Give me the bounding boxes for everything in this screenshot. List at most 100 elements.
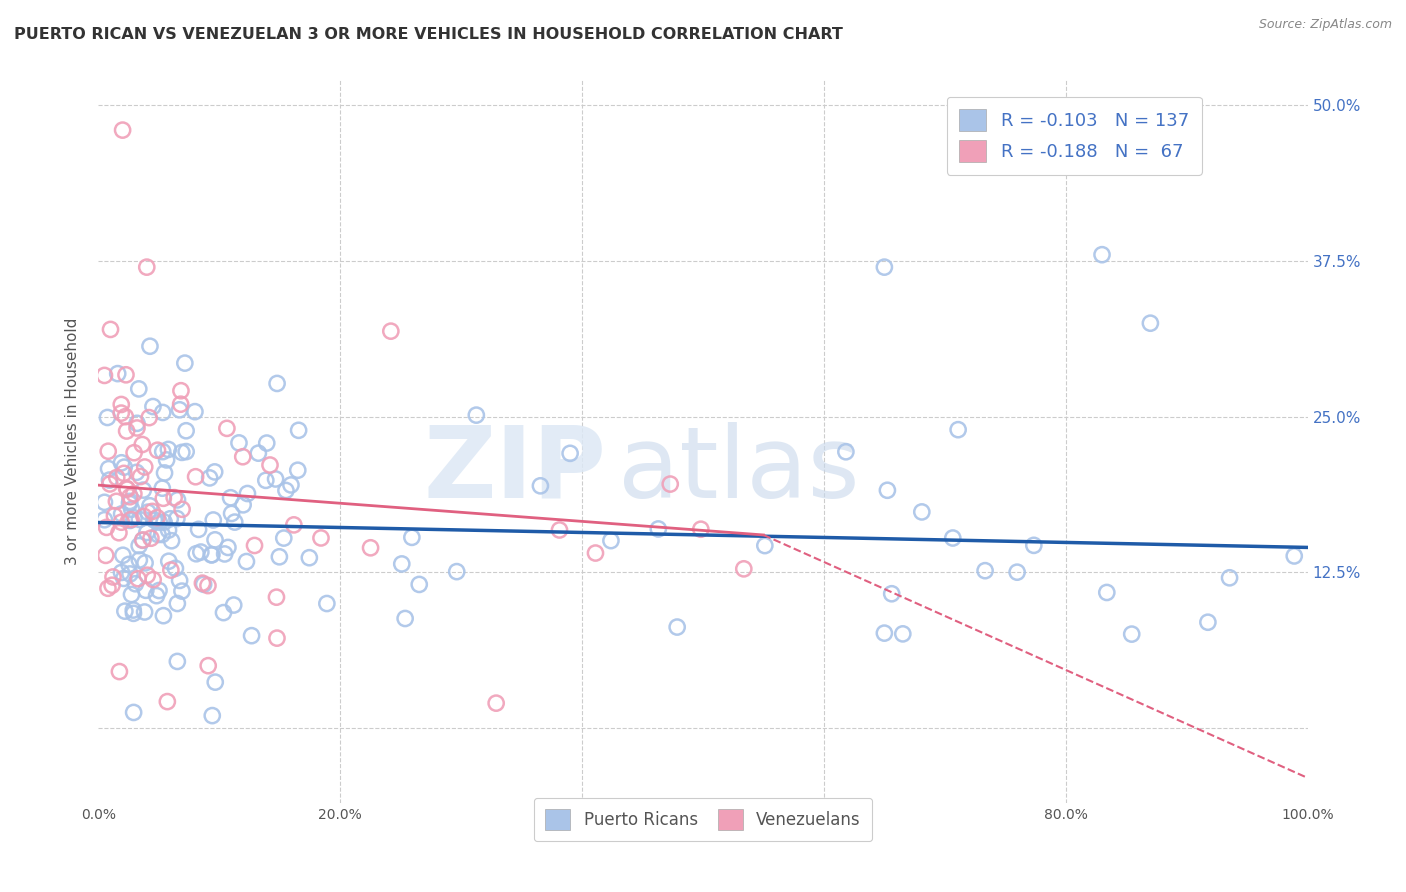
Y-axis label: 3 or more Vehicles in Household: 3 or more Vehicles in Household bbox=[65, 318, 80, 566]
Point bbox=[280, 478, 302, 492]
Point bbox=[105, 494, 128, 508]
Point bbox=[122, 603, 145, 617]
Point bbox=[529, 479, 551, 493]
Point bbox=[169, 574, 191, 588]
Point bbox=[122, 706, 145, 720]
Point bbox=[115, 424, 138, 438]
Legend: Puerto Ricans, Venezuelans: Puerto Ricans, Venezuelans bbox=[534, 797, 872, 841]
Point bbox=[1219, 571, 1241, 585]
Point bbox=[124, 576, 146, 591]
Point bbox=[136, 505, 159, 519]
Point bbox=[232, 450, 254, 464]
Point bbox=[118, 496, 141, 510]
Point bbox=[108, 525, 131, 540]
Point bbox=[146, 527, 169, 541]
Point bbox=[166, 597, 188, 611]
Point bbox=[115, 482, 138, 496]
Point bbox=[274, 483, 297, 498]
Point bbox=[184, 404, 207, 418]
Point bbox=[118, 566, 141, 581]
Point bbox=[600, 533, 623, 548]
Point bbox=[150, 527, 173, 541]
Point bbox=[166, 655, 188, 669]
Point bbox=[876, 483, 898, 498]
Text: atlas: atlas bbox=[619, 422, 860, 519]
Point bbox=[153, 466, 176, 480]
Point bbox=[465, 408, 488, 422]
Point bbox=[946, 423, 969, 437]
Point bbox=[132, 533, 155, 547]
Point bbox=[264, 472, 287, 486]
Point bbox=[103, 508, 125, 523]
Point bbox=[1121, 627, 1143, 641]
Point bbox=[107, 367, 129, 381]
Point bbox=[191, 576, 214, 591]
Point bbox=[93, 495, 115, 509]
Point bbox=[105, 470, 128, 484]
Point bbox=[122, 607, 145, 621]
Point bbox=[273, 531, 295, 545]
Point bbox=[110, 406, 132, 420]
Point bbox=[232, 498, 254, 512]
Point bbox=[157, 554, 180, 568]
Point bbox=[139, 499, 162, 513]
Point bbox=[283, 517, 305, 532]
Point bbox=[148, 583, 170, 598]
Point bbox=[911, 505, 934, 519]
Point bbox=[127, 572, 149, 586]
Point bbox=[174, 444, 197, 458]
Point bbox=[974, 564, 997, 578]
Point bbox=[138, 410, 160, 425]
Point bbox=[201, 708, 224, 723]
Point bbox=[360, 541, 382, 555]
Point bbox=[152, 444, 174, 458]
Point bbox=[157, 442, 180, 457]
Point bbox=[112, 460, 135, 475]
Point bbox=[110, 515, 132, 529]
Point bbox=[880, 587, 903, 601]
Point bbox=[193, 577, 215, 591]
Point bbox=[139, 531, 162, 545]
Point bbox=[120, 512, 142, 526]
Point bbox=[212, 606, 235, 620]
Point bbox=[131, 437, 153, 451]
Point bbox=[115, 482, 138, 496]
Point bbox=[169, 397, 191, 411]
Point bbox=[1005, 565, 1028, 579]
Point bbox=[1095, 585, 1118, 599]
Point bbox=[163, 491, 186, 505]
Point bbox=[145, 589, 167, 603]
Point bbox=[170, 384, 193, 398]
Point bbox=[391, 557, 413, 571]
Point bbox=[97, 444, 120, 458]
Point bbox=[166, 492, 188, 507]
Point bbox=[166, 511, 188, 525]
Point bbox=[169, 402, 191, 417]
Point bbox=[666, 620, 689, 634]
Point bbox=[184, 469, 207, 483]
Point bbox=[287, 423, 309, 437]
Point bbox=[131, 533, 153, 548]
Point bbox=[408, 577, 430, 591]
Point bbox=[118, 494, 141, 508]
Point bbox=[190, 545, 212, 559]
Point bbox=[215, 421, 238, 435]
Point bbox=[548, 523, 571, 537]
Point bbox=[110, 566, 132, 580]
Point bbox=[235, 555, 257, 569]
Point bbox=[174, 424, 197, 438]
Point bbox=[558, 446, 581, 460]
Point bbox=[204, 533, 226, 547]
Point bbox=[891, 627, 914, 641]
Point bbox=[150, 481, 173, 495]
Point bbox=[101, 578, 124, 592]
Point bbox=[135, 260, 157, 274]
Point bbox=[243, 539, 266, 553]
Point bbox=[118, 558, 141, 572]
Point bbox=[146, 510, 169, 524]
Point bbox=[118, 490, 141, 504]
Text: Source: ZipAtlas.com: Source: ZipAtlas.com bbox=[1258, 18, 1392, 31]
Point bbox=[873, 260, 896, 274]
Point bbox=[134, 605, 156, 619]
Point bbox=[219, 491, 242, 505]
